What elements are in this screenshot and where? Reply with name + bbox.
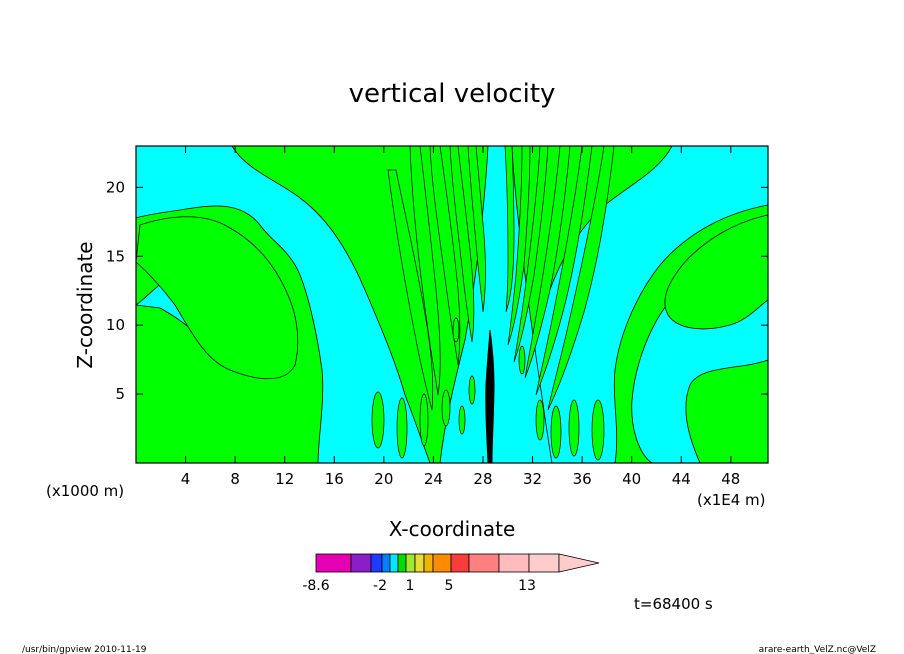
colorbar-segment: [498, 553, 530, 573]
contour-streaks: [371, 146, 615, 461]
y-tick-label: 20: [106, 178, 125, 196]
x-axis-title: X-coordinate: [389, 517, 516, 541]
colorbar-segment: [528, 553, 560, 573]
colorbar-segment: [315, 553, 352, 573]
colorbar-segment: [450, 553, 470, 573]
colorbar-segment: [414, 553, 425, 573]
colorbar-segment: [432, 553, 452, 573]
y-tick-label: 10: [106, 316, 125, 334]
x-tick-label: 16: [325, 470, 344, 488]
x-tick-label: 32: [523, 470, 542, 488]
x-tick-label: 12: [275, 470, 294, 488]
colorbar-tick-label: -8.6: [302, 578, 329, 594]
colorbar-segment: [468, 553, 500, 573]
y-axis: 5 10 15 20: [106, 178, 768, 403]
x-tick-label: 20: [374, 470, 393, 488]
colorbar-segment: [350, 553, 372, 573]
x-tick-label: 28: [473, 470, 492, 488]
x-unit-left: (x1000 m): [46, 482, 124, 500]
x-tick-label: 44: [672, 470, 691, 488]
colorbar: [315, 553, 600, 573]
colorbar-segment: [389, 553, 399, 573]
y-tick-label: 5: [115, 385, 125, 403]
x-tick-label: 36: [573, 470, 592, 488]
x-unit-right: (x1E4 m): [697, 491, 766, 509]
footer-left: /usr/bin/gpview 2010-11-19: [22, 645, 147, 654]
x-tick-label: 24: [424, 470, 443, 488]
footer-right: arare-earth_VelZ.nc@VelZ: [759, 645, 876, 654]
contour-region-cyan: [136, 146, 431, 463]
y-tick-label: 15: [106, 247, 125, 265]
updraft-core: [485, 329, 495, 463]
x-tick-label: 4: [181, 470, 191, 488]
colorbar-tick-label: -2: [373, 578, 387, 594]
colorbar-tick-label: 1: [406, 578, 415, 594]
colorbar-ticks: -8.6 -2 1 5 13: [302, 578, 536, 594]
colorbar-tick-label: 13: [518, 578, 536, 594]
x-tick-label: 40: [622, 470, 641, 488]
contour-region-green: [136, 216, 299, 380]
colorbar-segment: [405, 553, 416, 573]
x-axis: 4 8 12 16 20 24 28 32 36 40 44 48: [181, 146, 740, 488]
plot-frame: [135, 145, 769, 464]
colorbar-segment: [423, 553, 434, 573]
colorbar-tick-label: 5: [445, 578, 454, 594]
y-axis-title: Z-coordinate: [73, 241, 97, 368]
x-tick-label: 48: [721, 470, 740, 488]
contour-region-green: [664, 214, 768, 330]
time-label: t=68400 s: [634, 595, 713, 613]
contour-plot-area: [136, 146, 768, 463]
chart-title: vertical velocity: [349, 79, 556, 109]
contour-region-cyan: [439, 146, 553, 463]
colorbar-segment: [381, 553, 391, 573]
colorbar-segment: [397, 553, 407, 573]
colorbar-extend-arrow: [558, 553, 600, 573]
colorbar-segment: [370, 553, 383, 573]
x-tick-label: 8: [230, 470, 240, 488]
